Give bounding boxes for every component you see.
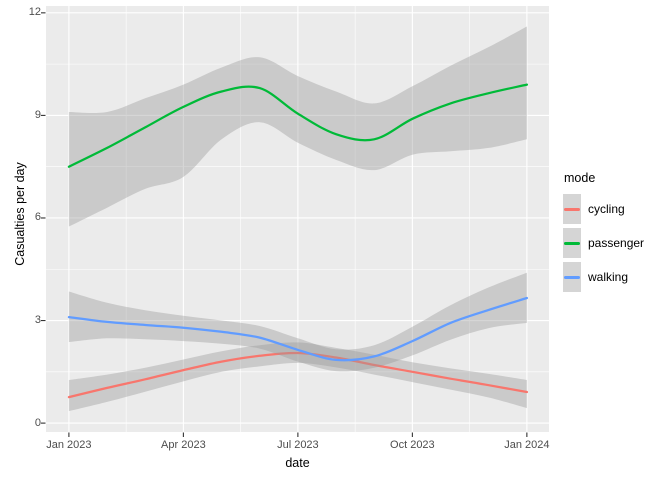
legend-label: walking <box>588 270 629 284</box>
legend-key-cycling <box>563 194 581 224</box>
x-axis-title: date <box>285 456 310 470</box>
y-tick-label: 3 <box>34 314 41 327</box>
trend-line-cycling <box>67 351 529 399</box>
x-tick-label: Jul 2023 <box>277 439 319 451</box>
x-tick-label: Oct 2023 <box>390 439 435 451</box>
confidence-ribbon-passenger <box>68 26 527 227</box>
legend-entry-passenger: passenger <box>563 228 644 258</box>
legend: mode cycling passenger walking <box>563 171 644 296</box>
trend-line-walking <box>67 296 529 362</box>
x-tick-label: Jan 2024 <box>504 439 550 451</box>
legend-label: cycling <box>588 202 625 216</box>
legend-key-walking <box>563 262 581 292</box>
legend-label: passenger <box>588 236 645 250</box>
y-tick-label: 12 <box>28 6 41 19</box>
legend-key-line-icon <box>564 241 580 245</box>
legend-title: mode <box>564 171 596 185</box>
y-tick-label: 6 <box>34 211 41 224</box>
y-tick-label: 9 <box>34 108 41 121</box>
x-tick-label: Apr 2023 <box>161 439 206 451</box>
legend-key-line-icon <box>564 207 580 211</box>
legend-entry-cycling: cycling <box>563 194 644 224</box>
trend-line-passenger <box>67 83 529 168</box>
legend-entry-walking: walking <box>563 262 644 292</box>
legend-key-line-icon <box>564 275 580 279</box>
x-tick-label: Jan 2023 <box>46 439 92 451</box>
legend-key-passenger <box>563 228 581 258</box>
legend-entries: cycling passenger walking <box>563 194 644 292</box>
confidence-ribbon-cycling <box>68 342 527 412</box>
confidence-ribbon-walking <box>68 272 527 372</box>
y-tick-label: 0 <box>34 416 41 429</box>
